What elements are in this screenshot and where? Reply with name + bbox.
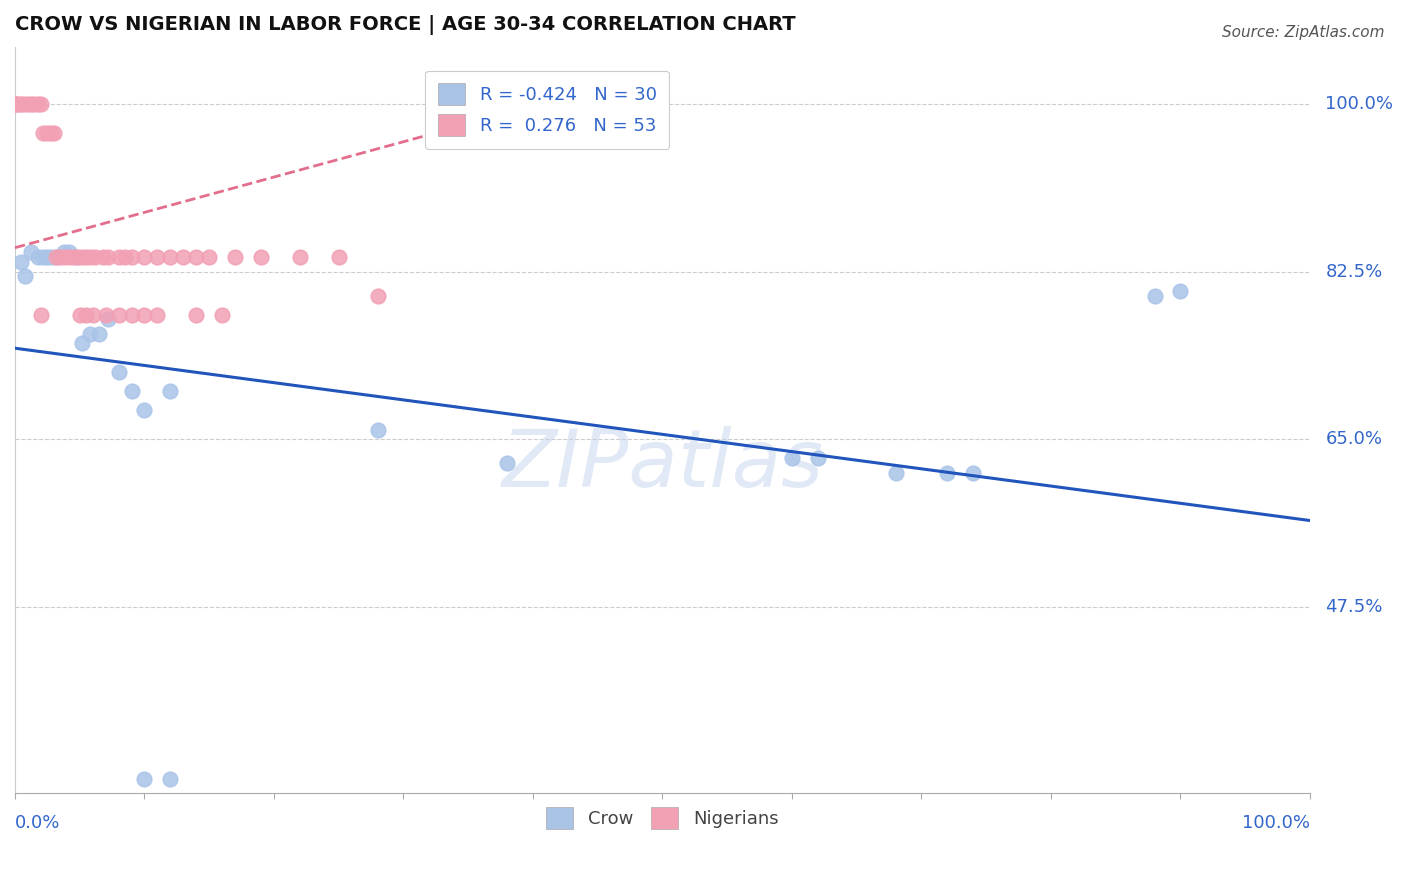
Point	[94, 308, 117, 322]
Legend: Crow, Nigerians: Crow, Nigerians	[538, 800, 786, 837]
Point	[49, 250, 72, 264]
Point	[39, 250, 62, 264]
Point	[107, 365, 129, 379]
Point	[75, 308, 97, 322]
Point	[121, 250, 143, 264]
Point	[20, 245, 42, 260]
Point	[134, 250, 156, 264]
Text: 0.0%: 0.0%	[15, 814, 60, 832]
Point	[172, 250, 194, 264]
Point	[17, 97, 39, 112]
Point	[496, 456, 519, 470]
Point	[107, 250, 129, 264]
Point	[159, 250, 181, 264]
Point	[20, 97, 42, 112]
Point	[72, 336, 94, 351]
Point	[807, 451, 830, 466]
Point	[97, 312, 120, 326]
Point	[114, 250, 136, 264]
Point	[146, 308, 169, 322]
Point	[37, 126, 59, 140]
Point	[121, 308, 143, 322]
Text: CROW VS NIGERIAN IN LABOR FORCE | AGE 30-34 CORRELATION CHART: CROW VS NIGERIAN IN LABOR FORCE | AGE 30…	[15, 15, 796, 35]
Point	[37, 250, 59, 264]
Point	[53, 245, 76, 260]
Point	[367, 288, 389, 302]
Point	[288, 250, 311, 264]
Text: 82.5%: 82.5%	[1326, 262, 1382, 281]
Point	[10, 255, 32, 269]
Point	[30, 97, 52, 112]
Point	[146, 250, 169, 264]
Point	[186, 308, 208, 322]
Text: Source: ZipAtlas.com: Source: ZipAtlas.com	[1222, 25, 1385, 40]
Point	[4, 97, 27, 112]
Point	[97, 250, 120, 264]
Point	[328, 250, 350, 264]
Point	[91, 250, 114, 264]
Point	[4, 97, 27, 112]
Text: 100.0%: 100.0%	[1326, 95, 1393, 113]
Point	[58, 245, 80, 260]
Point	[4, 97, 27, 112]
Point	[367, 423, 389, 437]
Point	[72, 250, 94, 264]
Point	[82, 308, 104, 322]
Point	[121, 384, 143, 399]
Point	[107, 308, 129, 322]
Point	[53, 250, 76, 264]
Point	[884, 466, 907, 480]
Point	[159, 384, 181, 399]
Point	[4, 97, 27, 112]
Point	[30, 308, 52, 322]
Point	[1170, 284, 1192, 298]
Point	[69, 308, 91, 322]
Point	[79, 250, 101, 264]
Text: ZIPatlas: ZIPatlas	[502, 425, 824, 504]
Point	[79, 326, 101, 341]
Point	[134, 772, 156, 786]
Point	[32, 126, 55, 140]
Point	[39, 126, 62, 140]
Point	[224, 250, 246, 264]
Point	[66, 250, 89, 264]
Point	[134, 403, 156, 417]
Point	[780, 451, 803, 466]
Point	[10, 97, 32, 112]
Point	[22, 97, 45, 112]
Text: 47.5%: 47.5%	[1326, 598, 1384, 615]
Point	[7, 97, 30, 112]
Point	[198, 250, 221, 264]
Point	[159, 772, 181, 786]
Point	[45, 250, 67, 264]
Point	[62, 250, 84, 264]
Point	[186, 250, 208, 264]
Text: 100.0%: 100.0%	[1241, 814, 1310, 832]
Point	[13, 97, 35, 112]
Point	[66, 250, 89, 264]
Point	[134, 308, 156, 322]
Point	[1143, 288, 1166, 302]
Point	[45, 250, 67, 264]
Point	[58, 250, 80, 264]
Text: 65.0%: 65.0%	[1326, 430, 1382, 448]
Point	[14, 269, 37, 284]
Point	[936, 466, 959, 480]
Point	[42, 126, 65, 140]
Point	[211, 308, 233, 322]
Point	[32, 250, 55, 264]
Point	[962, 466, 984, 480]
Point	[27, 97, 49, 112]
Point	[89, 326, 111, 341]
Point	[75, 250, 97, 264]
Point	[84, 250, 107, 264]
Point	[250, 250, 273, 264]
Point	[27, 250, 49, 264]
